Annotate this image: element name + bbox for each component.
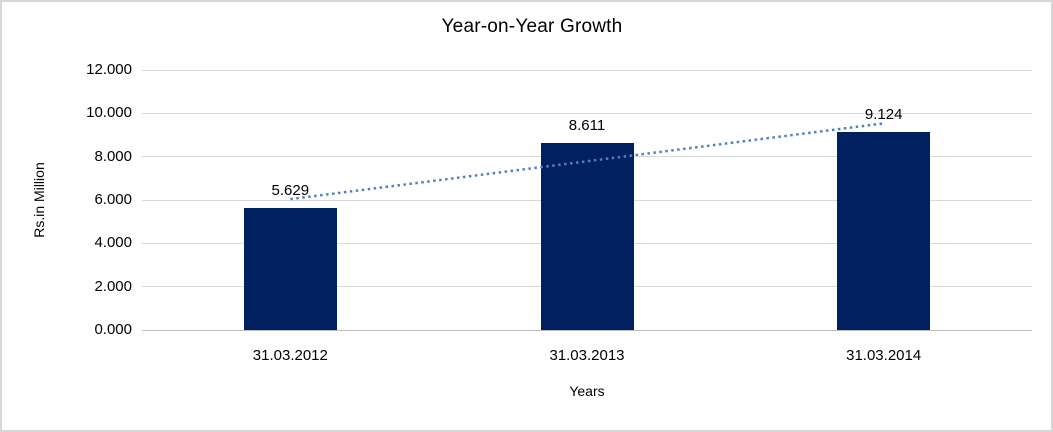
gridline bbox=[142, 69, 1032, 71]
y-tick-label: 2.000 bbox=[94, 277, 132, 295]
x-axis-line bbox=[142, 329, 1032, 331]
bar-31.03.2013 bbox=[540, 143, 634, 330]
y-tick-label: 8.000 bbox=[94, 147, 132, 165]
bar-31.03.2012 bbox=[243, 208, 337, 330]
y-tick-label: 10.000 bbox=[86, 104, 132, 122]
x-tick-label: 31.03.2013 bbox=[549, 347, 625, 364]
gridline bbox=[142, 112, 1032, 114]
x-tick-label: 31.03.2014 bbox=[846, 347, 922, 364]
y-axis-title: Rs.in Million bbox=[31, 162, 47, 238]
trendline bbox=[290, 122, 884, 201]
y-tick-label: 0.000 bbox=[94, 321, 132, 338]
y-tick-label: 4.000 bbox=[94, 234, 132, 252]
data-label: 9.124 bbox=[864, 106, 903, 124]
bar-31.03.2014 bbox=[837, 132, 931, 330]
y-tick-label: 12.000 bbox=[86, 61, 132, 78]
data-label: 5.629 bbox=[271, 182, 310, 200]
plot-area: 5.629 8.611 9.124 bbox=[142, 69, 1032, 331]
data-label: 8.611 bbox=[568, 117, 606, 135]
y-tick-label: 6.000 bbox=[94, 191, 132, 208]
x-tick-label: 31.03.2012 bbox=[252, 347, 328, 364]
x-axis-title: Years bbox=[569, 383, 605, 399]
chart-title: Year-on-Year Growth bbox=[441, 16, 623, 37]
